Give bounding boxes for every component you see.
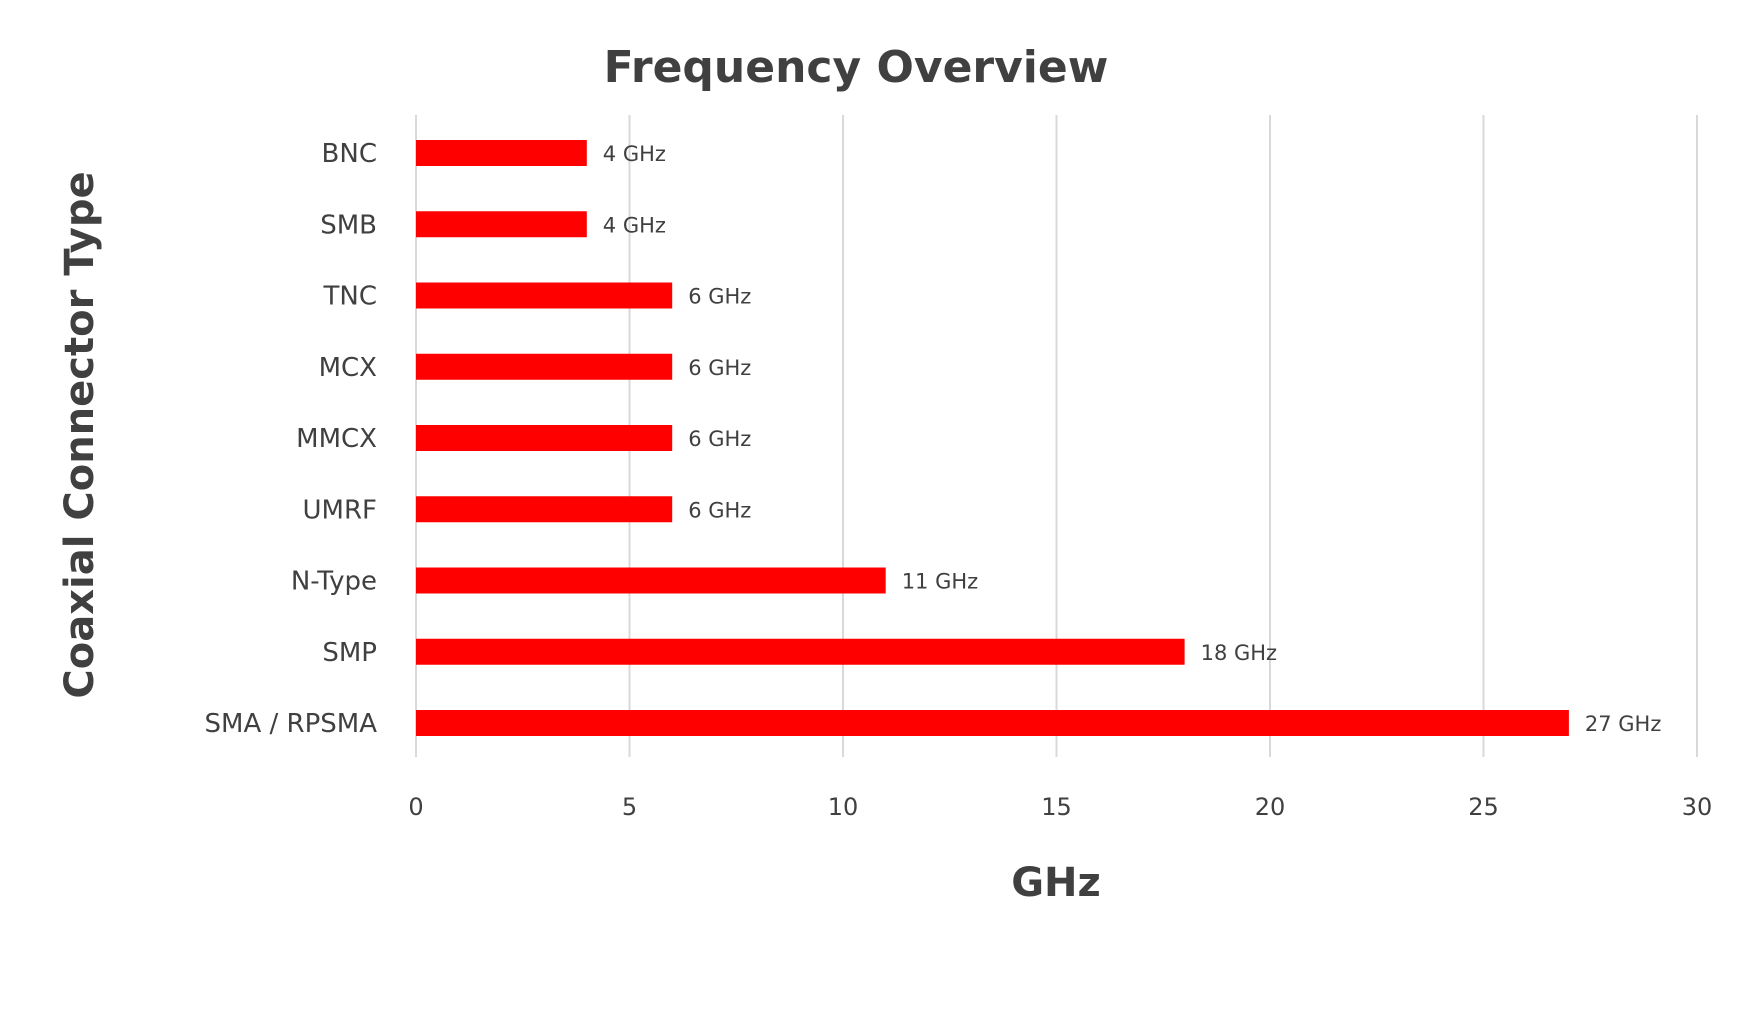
x-axis-title: GHz — [1011, 860, 1101, 906]
bar-tnc — [416, 282, 673, 309]
category-label: BNC — [322, 139, 377, 169]
x-tick-label: 5 — [622, 793, 637, 821]
category-label: SMA / RPSMA — [205, 709, 378, 739]
bar-sma-rpsma — [416, 710, 1569, 736]
data-label: 6 GHz — [688, 427, 751, 451]
data-label: 11 GHz — [902, 570, 978, 594]
bar-mmcx — [416, 425, 673, 451]
category-label: MCX — [319, 353, 377, 383]
bar-smb — [416, 211, 587, 238]
bar-bnc — [416, 140, 587, 166]
data-label: 6 GHz — [688, 285, 751, 309]
data-label: 6 GHz — [688, 498, 751, 522]
data-label: 27 GHz — [1585, 712, 1661, 736]
category-label: MMCX — [296, 424, 377, 454]
x-tick-labels: 0 5 10 15 20 25 30 — [408, 793, 1712, 821]
data-label: 6 GHz — [688, 356, 751, 380]
bar-mcx — [416, 353, 673, 380]
x-tick-label: 30 — [1682, 793, 1713, 821]
bar-n-type — [416, 567, 886, 594]
bar-umrf — [416, 496, 673, 523]
data-label: 18 GHz — [1201, 641, 1277, 665]
x-tick-label: 25 — [1468, 793, 1499, 821]
data-label: 4 GHz — [603, 213, 666, 237]
gridlines — [415, 115, 1698, 757]
chart-title: Frequency Overview — [604, 42, 1109, 93]
bars — [416, 140, 1569, 736]
x-tick-label: 0 — [408, 793, 423, 821]
data-labels: 4 GHz 4 GHz 6 GHz 6 GHz 6 GHz 6 GHz 11 GHz 18 G… — [603, 142, 1662, 736]
bar-smp — [416, 638, 1185, 665]
x-tick-label: 10 — [828, 793, 859, 821]
category-label: SMP — [322, 638, 377, 668]
category-label: UMRF — [303, 495, 377, 525]
category-label: TNC — [323, 282, 378, 312]
category-labels: BNC SMB TNC MCX MMCX UMRF N-Type SMP SMA / RPSMA — [205, 139, 378, 739]
x-tick-label: 15 — [1041, 793, 1072, 821]
category-label: SMB — [320, 210, 377, 240]
y-axis-title: Coaxial Connector Type — [57, 171, 103, 698]
data-label: 4 GHz — [603, 142, 666, 166]
x-tick-label: 20 — [1255, 793, 1286, 821]
category-label: N-Type — [291, 567, 377, 597]
